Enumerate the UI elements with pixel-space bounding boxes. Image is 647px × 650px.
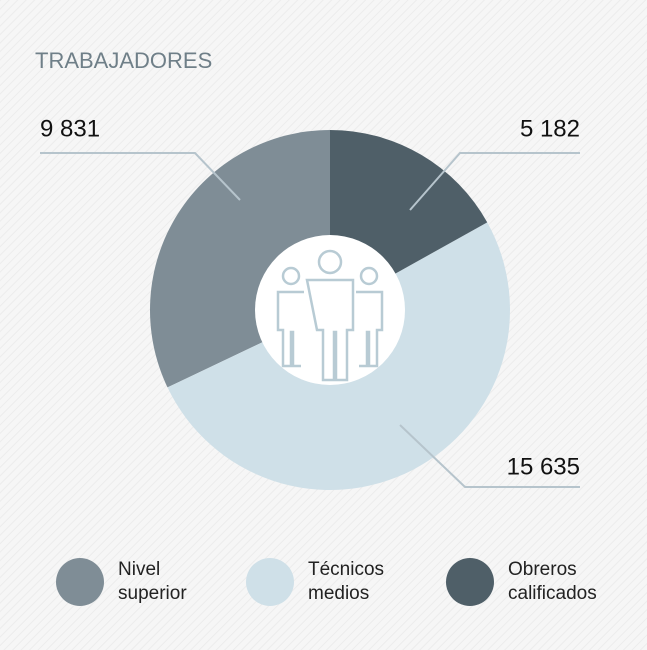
legend-label: Obreros calificados — [508, 559, 597, 604]
leader-line — [399, 424, 580, 488]
leader-line — [409, 152, 580, 211]
legend-label: Técnicos medios — [308, 559, 385, 604]
chart-title: TRABAJADORES — [35, 48, 212, 73]
legend-swatch — [246, 558, 294, 606]
value-label: 5 182 — [520, 115, 580, 142]
legend-swatch — [446, 558, 494, 606]
value-label: 9 831 — [40, 115, 100, 142]
value-label: 15 635 — [507, 453, 580, 480]
legend-swatch — [56, 558, 104, 606]
legend-label: Nivel superior — [118, 559, 187, 604]
leader-line — [40, 152, 241, 201]
people-icon — [276, 249, 384, 382]
